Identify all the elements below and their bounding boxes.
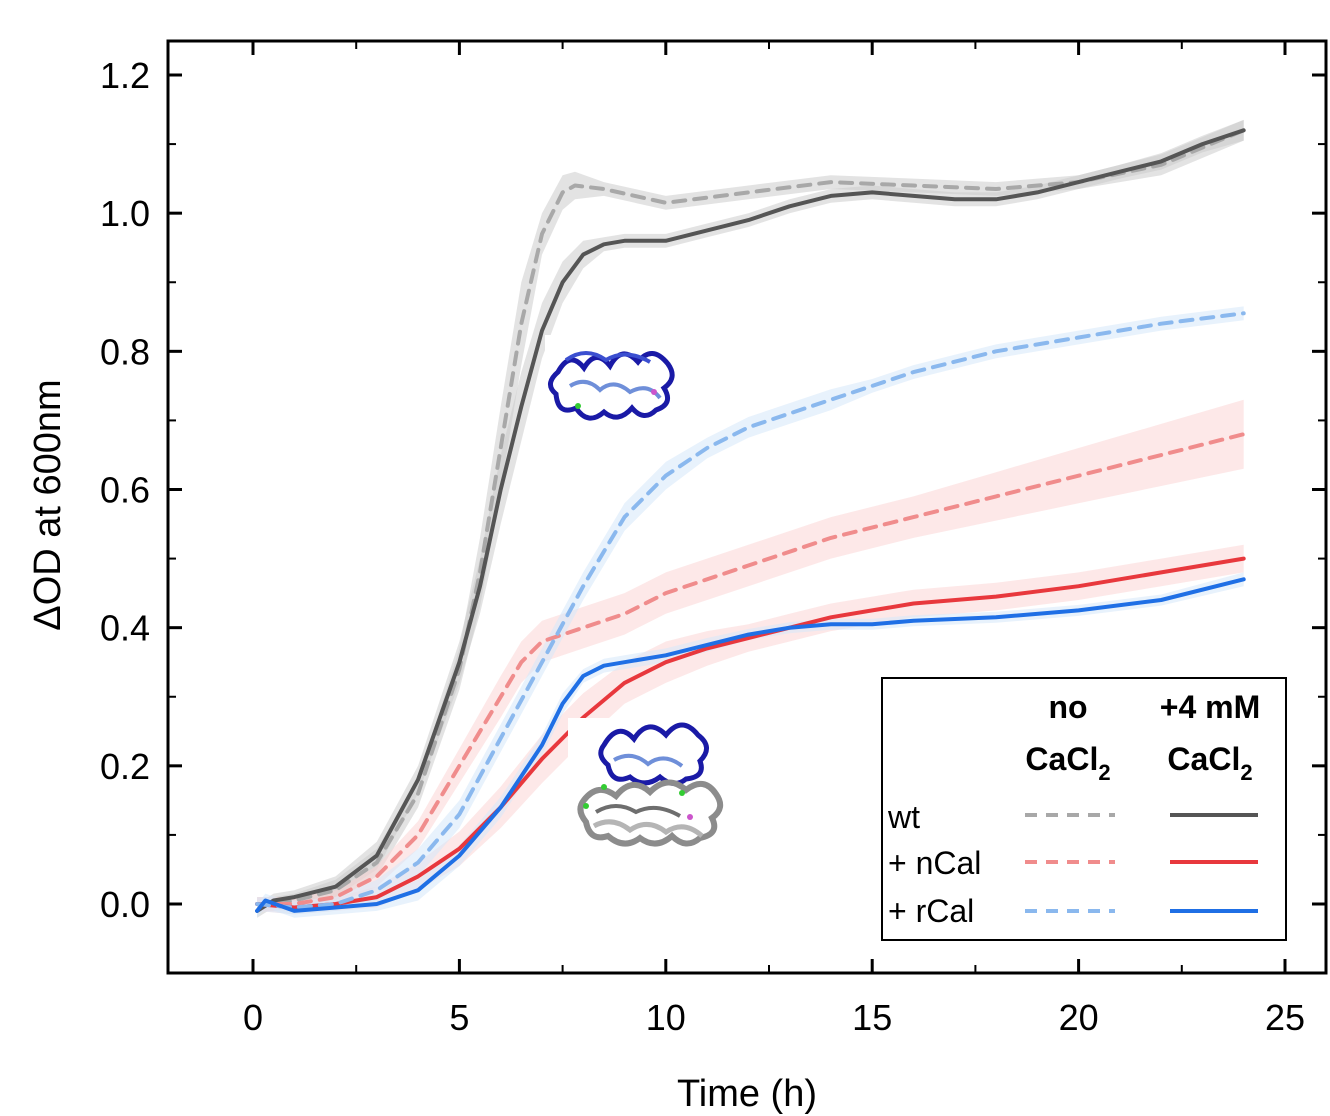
legend-swatches (1025, 813, 1258, 913)
series-line-rcal-cacl2 (255, 577, 1246, 913)
series-line-ncal-no-cacl2 (255, 432, 1246, 906)
y-tick-label: 0.8 (100, 331, 150, 372)
y-tick-label: 0.4 (100, 608, 150, 649)
legend-label-wt: wt (887, 799, 920, 835)
x-axis-title: Time (h) (677, 1073, 817, 1115)
series-line-ncal-cacl2 (255, 556, 1246, 910)
legend-header-ca-1: +4 mM (1160, 689, 1260, 725)
x-tick-label: 10 (646, 997, 686, 1038)
series-line-wt-no-cacl2 (255, 128, 1246, 906)
series-lines (255, 128, 1246, 913)
protein-structure-inset-top (545, 335, 695, 430)
legend-header-ca-2: CaCl2 (1167, 741, 1252, 785)
legend-label-ncal: + nCal (888, 845, 981, 881)
x-tick-label: 25 (1265, 997, 1305, 1038)
x-tick-label: 15 (852, 997, 892, 1038)
legend-header-no: no (1048, 689, 1087, 725)
y-tick-label: 0.6 (100, 470, 150, 511)
error-band-rcal-cacl2 (257, 572, 1244, 918)
legend-header-no-cacl: CaCl2 (1025, 741, 1110, 785)
y-tick-label: 1.0 (100, 193, 150, 234)
error-band-rcal-no-cacl2 (257, 306, 1244, 915)
y-axis-title: ΔOD at 600nm (27, 379, 69, 630)
axis-tick-labels: 0 5 10 15 20 25 0.0 0.2 0.4 0.6 0.8 1.0 1.2 (100, 55, 1305, 1038)
series-line-wt-cacl2 (255, 128, 1246, 913)
protein-structure-inset-bottom (568, 718, 738, 873)
axis-ticks (168, 41, 1326, 975)
error-bands (257, 119, 1244, 918)
plot-frame (166, 39, 1328, 975)
legend: no CaCl2 +4 mM CaCl2 wt + nCal + rCal (881, 677, 1287, 941)
y-tick-label: 0.2 (100, 746, 150, 787)
error-band-ncal-no-cacl2 (257, 399, 1244, 911)
x-tick-label: 5 (449, 997, 469, 1038)
y-tick-label: 0.0 (100, 884, 150, 925)
legend-box (881, 677, 1287, 941)
x-tick-label: 20 (1059, 997, 1099, 1038)
y-tick-label: 1.2 (100, 55, 150, 96)
x-tick-label: 0 (243, 997, 263, 1038)
error-band-ncal-cacl2 (257, 544, 1244, 915)
legend-label-rcal: + rCal (888, 893, 974, 929)
series-line-rcal-no-cacl2 (255, 311, 1246, 910)
